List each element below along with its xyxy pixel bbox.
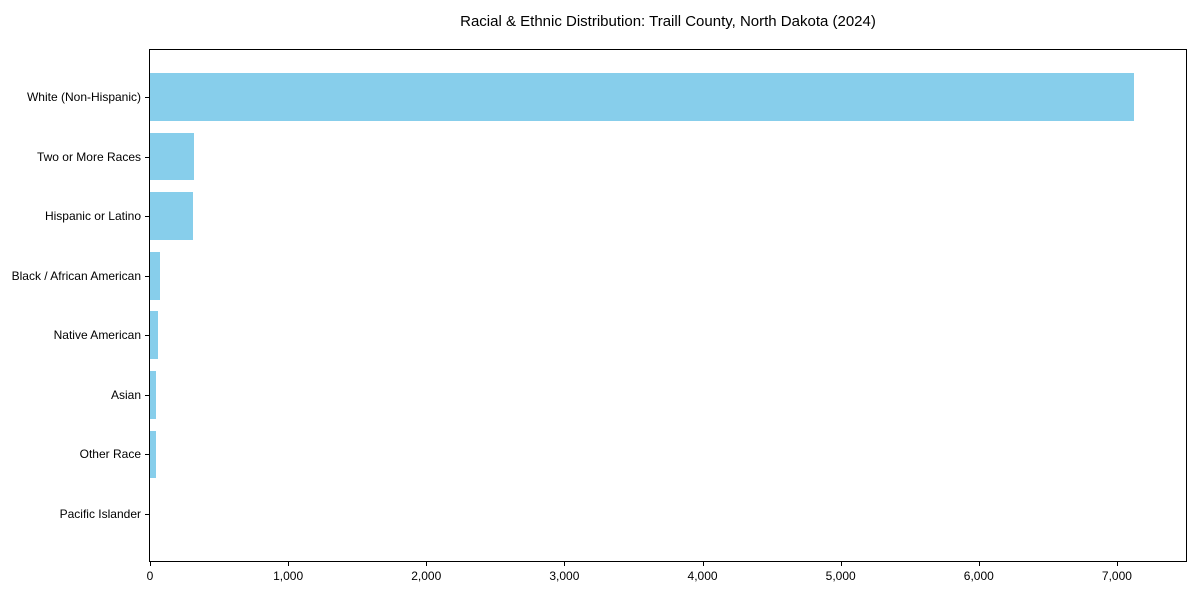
y-axis-tick	[145, 395, 149, 396]
x-axis-label-6000: 6,000	[963, 569, 994, 583]
y-axis-tick	[145, 454, 149, 455]
x-axis-tick	[288, 562, 289, 566]
y-axis-tick	[145, 216, 149, 217]
y-axis-label-white-non-hispanic: White (Non-Hispanic)	[26, 90, 141, 105]
y-axis-tick	[145, 335, 149, 336]
x-axis-label-7000: 7,000	[1101, 569, 1132, 583]
y-axis-label-black-african-american: Black / African American	[11, 268, 141, 283]
y-axis-tick	[145, 276, 149, 277]
x-axis-label-2000: 2,000	[411, 569, 442, 583]
x-axis-tick	[1117, 562, 1118, 566]
y-axis-label-pacific-islander: Pacific Islander	[59, 506, 141, 521]
x-axis-tick	[703, 562, 704, 566]
x-axis-tick	[564, 562, 565, 566]
x-axis-label-1000: 1,000	[273, 569, 304, 583]
y-axis-label-two-or-more-races: Two or More Races	[36, 149, 141, 164]
y-axis-label-hispanic-or-latino: Hispanic or Latino	[44, 209, 141, 224]
x-axis-tick	[841, 562, 842, 566]
bar-asian	[150, 371, 157, 419]
plot-area	[149, 49, 1187, 562]
x-axis-tick	[979, 562, 980, 566]
bar-native-american	[150, 311, 158, 360]
x-axis-label-4000: 4,000	[687, 569, 718, 583]
bar-white-non-hispanic	[150, 73, 1134, 121]
x-axis-label-5000: 5,000	[825, 569, 856, 583]
y-axis-tick	[145, 157, 149, 158]
x-axis-label-3000: 3,000	[549, 569, 580, 583]
bar-black-african-american	[150, 251, 160, 300]
y-axis-tick	[145, 514, 149, 515]
y-axis-label-other-race: Other Race	[79, 447, 141, 462]
x-axis-label-0: 0	[146, 569, 154, 583]
x-axis-tick	[150, 562, 151, 566]
y-axis-label-native-american: Native American	[53, 328, 141, 343]
y-axis-label-asian: Asian	[110, 387, 141, 402]
bar-two-or-more-races	[150, 132, 194, 181]
bar-other-race	[150, 430, 156, 479]
x-axis-tick	[426, 562, 427, 566]
bar-hispanic-or-latino	[150, 192, 193, 240]
y-axis-tick	[145, 97, 149, 98]
chart-title: Racial & Ethnic Distribution: Traill Cou…	[460, 13, 876, 30]
